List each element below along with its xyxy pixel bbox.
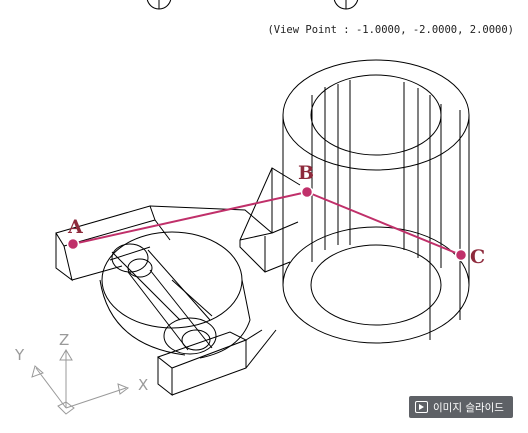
- point-a-label: A: [67, 216, 83, 238]
- image-slide-button[interactable]: 이미지 슬라이드: [409, 396, 513, 418]
- round-lug: [99, 231, 251, 359]
- point-b-label: B: [298, 162, 314, 184]
- ucs-axis-icon: [31, 349, 130, 415]
- left-arm: [55, 205, 171, 282]
- point-c-marker[interactable]: [454, 248, 468, 262]
- axis-z-label: Z: [59, 331, 69, 349]
- crosshair-icon: [146, 0, 172, 10]
- crosshair-icon: [333, 0, 359, 10]
- axis-x-label: X: [138, 376, 148, 394]
- bottom-arm: [156, 329, 277, 397]
- slideshow-icon: [415, 401, 428, 413]
- annotation-path: [72, 191, 462, 256]
- cylinder-boss: [282, 59, 470, 344]
- image-slide-label: 이미지 슬라이드: [433, 401, 504, 414]
- point-a-marker[interactable]: [66, 237, 80, 251]
- axis-y-label: Y: [14, 346, 25, 364]
- point-c-label: C: [470, 246, 485, 268]
- gusset-rib: [149, 167, 301, 273]
- view-point-readout: (View Point : -1.0000, -2.0000, 2.0000): [267, 24, 514, 36]
- point-b-marker[interactable]: [300, 185, 314, 199]
